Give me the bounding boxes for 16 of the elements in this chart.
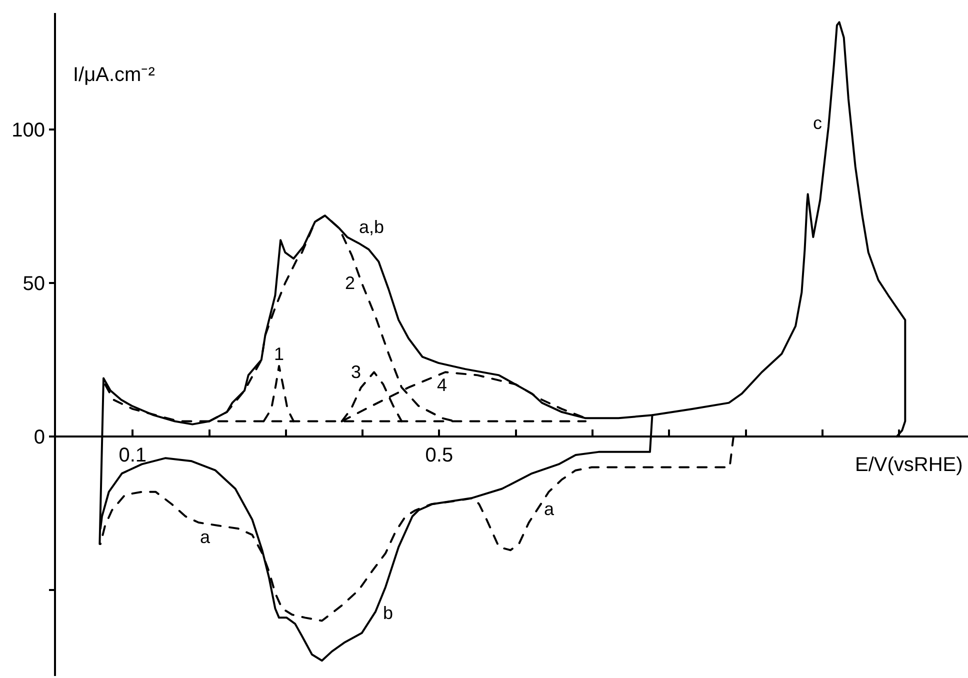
annotation: b (383, 603, 394, 623)
annotation: 1 (274, 344, 284, 364)
annotation: 3 (351, 362, 362, 382)
y-tick-label: 0 (34, 426, 45, 449)
annotation: a,b (359, 217, 384, 237)
annotation: 2 (345, 273, 356, 293)
y-tick-label: 50 (22, 273, 45, 296)
x-tick-label: 0.5 (425, 444, 454, 467)
y-tick-label: 100 (12, 120, 45, 142)
annotation: 4 (437, 375, 448, 395)
y-axis-title: I/μA.cm⁻² (73, 64, 156, 86)
annotation: a (200, 527, 211, 547)
x-tick-label: 0.1 (118, 444, 147, 467)
annotation: a (544, 499, 555, 519)
annotation: c (813, 113, 822, 133)
x-axis-title: E/V(vsRHE) (855, 454, 963, 476)
